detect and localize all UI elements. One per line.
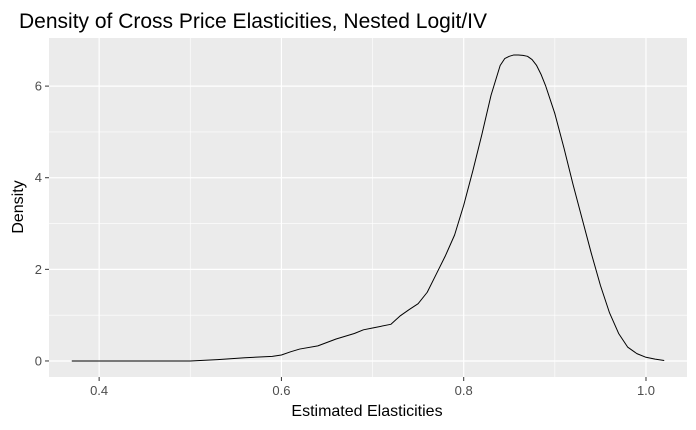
- y-axis-ticks: 0 2 4 6: [35, 79, 49, 368]
- density-curve: [71, 54, 665, 362]
- y-tick-label: 0: [35, 353, 42, 368]
- plot-panel: [49, 38, 687, 377]
- y-tick-label: 4: [35, 170, 42, 185]
- x-tick-label: 0.6: [272, 383, 290, 398]
- y-tick-label: 2: [35, 262, 42, 277]
- x-axis-title: Estimated Elasticities: [291, 403, 442, 420]
- x-tick-label: 1.0: [637, 383, 655, 398]
- x-axis-ticks: 0.4 0.6 0.8 1.0: [90, 377, 655, 398]
- x-tick-label: 0.8: [455, 383, 473, 398]
- y-axis-title: Density: [10, 180, 27, 233]
- x-tick-label: 0.4: [90, 383, 108, 398]
- minor-gridlines: [49, 38, 687, 377]
- y-tick-label: 6: [35, 79, 42, 94]
- chart-title: Density of Cross Price Elasticities, Nes…: [19, 10, 487, 33]
